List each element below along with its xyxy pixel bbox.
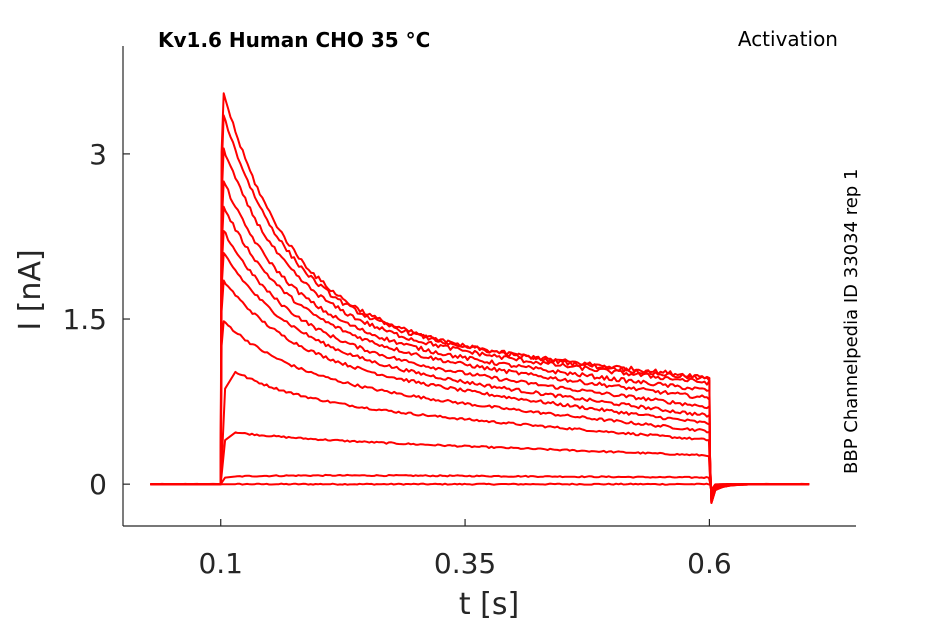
- x-tick-label: 0.35: [434, 547, 496, 580]
- current-trace-2: [150, 473, 810, 491]
- current-trace-6: [150, 279, 810, 499]
- current-trace-1: [150, 482, 810, 491]
- current-trace-8: [150, 230, 810, 501]
- y-tick-label: 0: [89, 468, 107, 501]
- current-trace-4: [150, 370, 810, 496]
- x-axis-label: t [s]: [459, 587, 519, 622]
- chart-title: Kv1.6 Human CHO 35 °C: [158, 28, 430, 52]
- chart-traces: [150, 92, 810, 504]
- current-trace-12: [150, 114, 810, 504]
- y-tick-label: 1.5: [62, 303, 107, 336]
- y-axis-label: I [nA]: [13, 249, 48, 330]
- protocol-label: Activation: [738, 27, 838, 51]
- x-tick-label: 0.6: [687, 547, 732, 580]
- current-trace-11: [150, 147, 810, 504]
- current-trace-10: [150, 180, 810, 503]
- channelpedia-id-label: BBP Channelpedia ID 33034 rep 1: [841, 169, 862, 474]
- current-trace-5: [150, 320, 810, 498]
- current-trace-7: [150, 252, 810, 500]
- current-trace-3: [150, 431, 810, 493]
- y-tick-label: 3: [89, 138, 107, 171]
- current-trace-9: [150, 205, 810, 502]
- x-tick-label: 0.1: [198, 547, 243, 580]
- chart-ticks: 0.1 0.35 0.6 0 1.5 3: [62, 138, 731, 580]
- chart-axes: [122, 46, 856, 527]
- current-trace-13: [150, 92, 810, 504]
